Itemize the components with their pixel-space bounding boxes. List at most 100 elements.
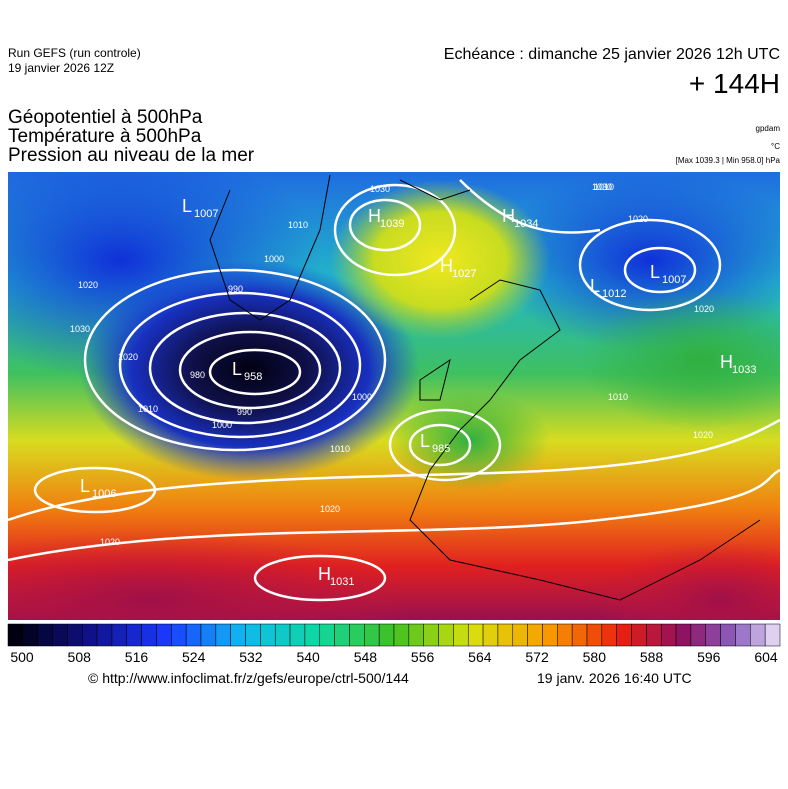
colorbar-swatch <box>557 623 573 647</box>
colorbar-swatch <box>81 623 98 647</box>
center-kind: H <box>720 352 733 372</box>
center-kind: H <box>440 256 453 276</box>
isobar-label: 1020 <box>100 537 120 547</box>
run: Run GEFS (run controle) <box>8 46 141 60</box>
colorbar-swatch <box>512 623 528 647</box>
colorbar-tick-label: 588 <box>640 649 664 665</box>
colorbar-swatch <box>660 623 677 647</box>
isobar-label: 1020 <box>118 352 138 362</box>
colorbar-swatch <box>764 623 781 647</box>
isobar-label: 1010 <box>594 182 614 192</box>
center-kind: L <box>182 196 192 216</box>
colorbar-swatch <box>334 623 350 647</box>
isobar-label: 990 <box>237 407 252 417</box>
center-value: 1007 <box>662 274 686 286</box>
colorbar-swatch <box>586 623 603 647</box>
colorbar-tick-label: 580 <box>583 649 607 665</box>
colorbar-swatch <box>96 623 113 647</box>
field: Géopotentiel à 500hPa <box>8 107 203 128</box>
colorbar-swatch <box>616 623 632 647</box>
isobar-label: 1030 <box>370 184 390 194</box>
colorbar-swatch <box>200 623 217 647</box>
center-value: 1027 <box>452 268 476 280</box>
colorbar-swatch <box>690 623 707 647</box>
unit: °C <box>771 142 780 151</box>
colorbar-swatch <box>171 623 187 647</box>
colorbar-tick-label: 596 <box>697 649 721 665</box>
center-kind: L <box>420 431 430 451</box>
colorbar-swatch <box>37 623 53 647</box>
field: Température à 500hPa <box>8 126 202 147</box>
center-kind: H <box>318 564 331 584</box>
center-kind: L <box>232 359 242 379</box>
valid-time: Echéance : dimanche 25 janvier 2026 12h … <box>443 46 780 63</box>
colorbar-swatch <box>720 623 736 647</box>
colorbar-swatch <box>675 623 692 647</box>
field: Pression au niveau de la mer <box>8 145 255 166</box>
center-value: 985 <box>432 443 450 455</box>
colorbar-swatch <box>601 623 617 647</box>
colorbar-swatch <box>215 623 231 647</box>
isobar-label: 1020 <box>320 504 340 514</box>
colorbar-swatch <box>260 623 276 647</box>
colorbar-swatch <box>274 623 291 647</box>
isobar-label: 1020 <box>628 214 648 224</box>
colorbar-tick-label: 516 <box>125 649 149 665</box>
source: © http://www.infoclimat.fr/z/gefs/europe… <box>88 670 409 686</box>
colorbar-swatch <box>631 623 647 647</box>
colorbar-swatch <box>378 623 395 647</box>
colorbar-swatch <box>750 623 766 647</box>
colorbar-swatch <box>52 623 68 647</box>
center-kind: L <box>650 262 660 282</box>
field-shading <box>8 172 780 620</box>
isobar-label: 1000 <box>352 392 372 402</box>
colorbar-swatch <box>408 623 424 647</box>
center-kind: L <box>590 276 600 296</box>
colorbar-tick-label: 548 <box>354 649 378 665</box>
center-value: 958 <box>244 371 262 383</box>
center-value: 1034 <box>514 218 538 230</box>
colorbar-swatch <box>527 623 543 647</box>
colorbar-swatch <box>141 623 157 647</box>
isobar-label: 1020 <box>694 304 714 314</box>
isobar-label: 1030 <box>70 324 90 334</box>
isobar-label: 1030 <box>592 182 612 192</box>
colorbar-swatch <box>542 623 558 647</box>
isobar-label: 980 <box>190 370 205 380</box>
colorbar-swatch <box>646 623 662 647</box>
center-value: 1039 <box>380 218 404 230</box>
center-kind: H <box>502 206 515 226</box>
colorbar: 500 508 516 524 532 540 548 556 564 572 580 588 596 6… <box>7 623 781 665</box>
colorbar-swatch <box>423 623 439 647</box>
colorbar-swatch <box>349 623 365 647</box>
isobar-label: 1000 <box>264 254 284 264</box>
colorbar-tick-label: 556 <box>411 649 435 665</box>
center-value: 1033 <box>732 364 756 376</box>
center-value: 1031 <box>330 576 354 588</box>
lead-time: + 144H <box>688 68 780 99</box>
isobar-label: 990 <box>228 284 243 294</box>
colorbar-swatch <box>185 623 202 647</box>
colorbar-swatch <box>393 623 410 647</box>
isobar-label: 1000 <box>212 420 232 430</box>
isobars <box>8 179 780 602</box>
colorbar-tick-label: 508 <box>68 649 92 665</box>
colorbar-swatch <box>571 623 588 647</box>
center-value: 1012 <box>602 288 626 300</box>
colorbar-swatch <box>289 623 306 647</box>
center-value: 1007 <box>194 208 218 220</box>
colorbar-tick-label: 604 <box>754 649 778 665</box>
colorbar-tick-label: 540 <box>296 649 320 665</box>
center-kind: L <box>80 476 90 496</box>
unit: gpdam <box>755 124 780 133</box>
colorbar-swatch <box>364 623 380 647</box>
colorbar-tick-label: 572 <box>525 649 549 665</box>
colorbar-swatch <box>467 623 484 647</box>
colorbar-swatch <box>22 623 38 647</box>
colorbar-tick-label: 500 <box>10 649 34 665</box>
colorbar-swatch <box>230 623 246 647</box>
isobar-label: 1010 <box>608 392 628 402</box>
colorbar-tick-label: 564 <box>468 649 492 665</box>
